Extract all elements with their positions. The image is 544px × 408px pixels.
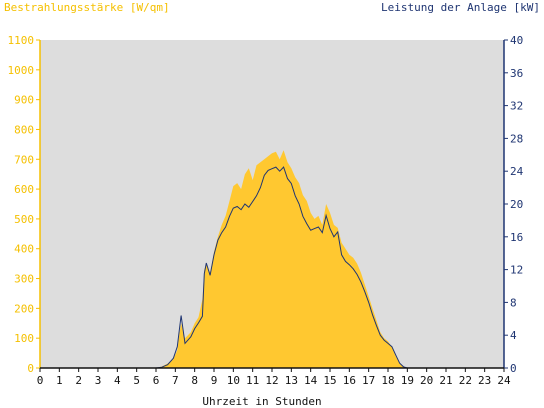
right-tick-label: 12 [510, 264, 523, 277]
x-tick-label: 18 [381, 374, 394, 387]
power-line [40, 166, 504, 369]
x-tick-label: 2 [75, 374, 82, 387]
x-tick-label: 22 [459, 374, 472, 387]
right-axis-title: Leistung der Anlage [kW] [381, 1, 540, 14]
x-tick-label: 1 [56, 374, 63, 387]
right-tick-label: 28 [510, 132, 523, 145]
x-tick-label: 8 [191, 374, 198, 387]
x-tick-label: 24 [497, 374, 511, 387]
left-tick-label: 200 [14, 302, 34, 315]
x-tick-label: 20 [420, 374, 433, 387]
left-tick-label: 1000 [8, 64, 35, 77]
right-tick-label: 40 [510, 34, 523, 47]
left-tick-label: 500 [14, 213, 34, 226]
x-tick-label: 13 [285, 374, 298, 387]
x-tick-label: 6 [153, 374, 160, 387]
x-tick-label: 9 [211, 374, 218, 387]
right-tick-label: 8 [510, 296, 517, 309]
x-tick-label: 15 [323, 374, 336, 387]
right-tick-label: 4 [510, 329, 517, 342]
left-tick-label: 300 [14, 273, 34, 286]
right-tick-label: 24 [510, 165, 524, 178]
x-tick-label: 16 [343, 374, 356, 387]
x-tick-label: 4 [114, 374, 121, 387]
x-tick-label: 19 [401, 374, 414, 387]
right-tick-label: 16 [510, 231, 523, 244]
x-axis-label: Uhrzeit in Stunden [202, 395, 321, 408]
x-tick-label: 17 [362, 374, 375, 387]
right-tick-label: 36 [510, 67, 523, 80]
left-tick-label: 0 [27, 362, 34, 375]
irradiance-area [40, 150, 504, 368]
left-tick-label: 600 [14, 183, 34, 196]
left-tick-label: 400 [14, 243, 34, 256]
x-tick-label: 12 [265, 374, 278, 387]
left-tick-label: 900 [14, 94, 34, 107]
left-tick-label: 700 [14, 153, 34, 166]
x-tick-label: 3 [95, 374, 102, 387]
x-tick-label: 10 [227, 374, 240, 387]
left-tick-label: 1100 [8, 34, 35, 47]
x-tick-label: 11 [246, 374, 259, 387]
left-tick-label: 800 [14, 123, 34, 136]
right-tick-label: 32 [510, 100, 523, 113]
right-tick-label: 0 [510, 362, 517, 375]
x-tick-label: 21 [439, 374, 452, 387]
x-tick-label: 7 [172, 374, 179, 387]
right-tick-label: 20 [510, 198, 523, 211]
left-tick-label: 100 [14, 332, 34, 345]
left-axis-title: Bestrahlungsstärke [W/qm] [4, 1, 170, 14]
x-tick-label: 23 [478, 374, 491, 387]
x-tick-label: 14 [304, 374, 318, 387]
x-tick-label: 5 [133, 374, 140, 387]
x-tick-label: 0 [37, 374, 44, 387]
